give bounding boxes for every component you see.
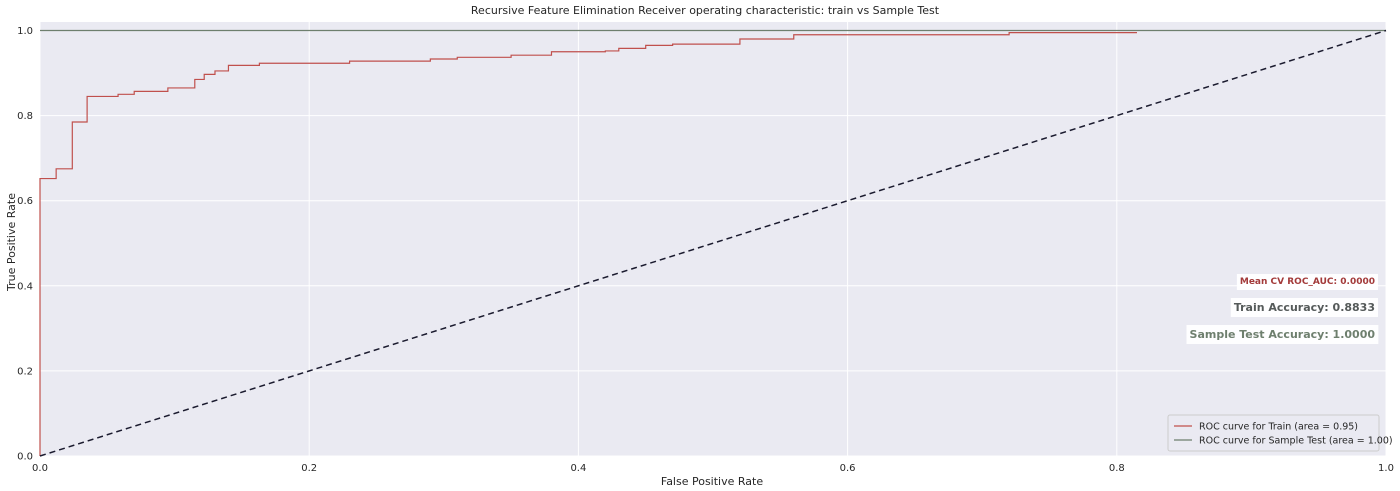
x-tick-label: 0.0 [32, 463, 48, 474]
legend-box [1167, 414, 1380, 452]
legend-entry: ROC curve for Train (area = 0.95) [1199, 422, 1358, 433]
chart-title: Recursive Feature Elimination Receiver o… [471, 4, 940, 17]
x-axis-label: False Positive Rate [661, 475, 763, 488]
legend: ROC curve for Train (area = 0.95) ROC cur… [1167, 414, 1393, 452]
x-tick-label: 1.0 [1378, 463, 1394, 474]
annotation-box [1186, 325, 1379, 344]
y-axis-label: True Positive Rate [5, 193, 18, 292]
y-tick-label: 0.8 [17, 111, 33, 122]
x-tick-label: 0.8 [1109, 463, 1125, 474]
legend-entry: ROC curve for Sample Test (area = 1.00) [1199, 436, 1393, 447]
annotation-text: Mean CV ROC_AUC: 0.0000 [1240, 277, 1375, 287]
plot-area [40, 22, 1386, 456]
annotation-box [1230, 298, 1378, 317]
y-tick-label: 1.0 [17, 26, 33, 37]
axes: 0.0 0.2 0.4 0.6 0.8 1.0 0.0 0.2 0.4 0.6 0.8 1.0 [17, 26, 1394, 474]
chance-diagonal-line [39, 29, 1387, 457]
y-tick-label: 0.0 [17, 452, 33, 463]
annotation-text: Train Accuracy: 0.8833 [1234, 301, 1375, 314]
train-roc-line [39, 32, 1137, 456]
y-tick-label: 0.2 [17, 366, 33, 377]
y-tick-label: 0.4 [17, 281, 33, 292]
annotation-text: Sample Test Accuracy: 1.0000 [1190, 328, 1376, 341]
x-tick-label: 0.6 [840, 463, 856, 474]
x-tick-label: 0.4 [570, 463, 586, 474]
series-layer [39, 29, 1387, 457]
annotation-box [1236, 274, 1378, 290]
y-tick-label: 0.6 [17, 196, 33, 207]
annotations: Mean CV ROC_AUC: 0.0000 Train Accuracy: 0… [1186, 274, 1379, 344]
x-tick-label: 0.2 [301, 463, 317, 474]
